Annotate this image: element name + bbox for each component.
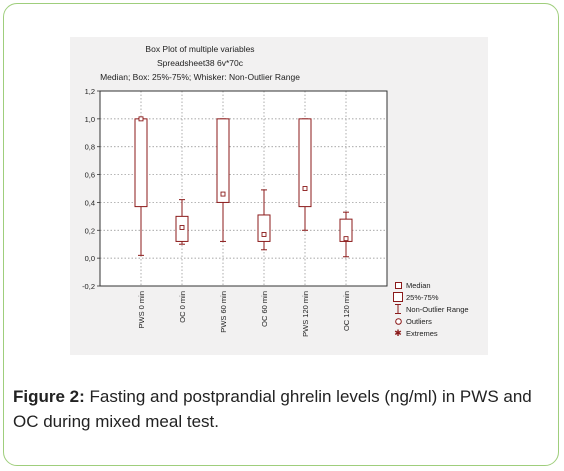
y-tick-label: 0,8: [85, 143, 95, 152]
y-tick-label: 0,2: [85, 226, 95, 235]
chart-legend: Median 25%-75% Non-Outlier Range Outlier…: [393, 279, 488, 339]
plot-frame: [99, 90, 388, 287]
plot-area: [100, 91, 387, 286]
box-iqr: [257, 214, 271, 242]
legend-item-whisker: Non-Outlier Range: [393, 303, 488, 315]
circle-icon: [393, 317, 403, 325]
caption-label: Figure 2:: [13, 387, 85, 406]
y-tick-label: 0,4: [85, 198, 95, 207]
figure-caption: Figure 2: Fasting and postprandial ghrel…: [13, 384, 553, 434]
caption-text: Fasting and postprandial ghrelin levels …: [13, 387, 532, 431]
x-tick-label: OC 120 min: [342, 291, 351, 331]
chart-subtitle: Spreadsheet38 6v*70c: [156, 58, 243, 68]
box-rect-icon: [393, 292, 403, 302]
y-tick-label: 0,6: [85, 171, 95, 180]
median-marker: [138, 116, 144, 122]
asterisk-icon: ✱: [394, 327, 402, 338]
x-tick-label: PWS 60 min: [219, 291, 228, 333]
whisker-icon: [393, 304, 403, 314]
legend-item-outliers: Outliers: [393, 315, 488, 327]
chart-note: Median; Box: 25%-75%; Whisker: Non-Outli…: [100, 72, 300, 82]
legend-item-median: Median: [393, 279, 488, 291]
legend-item-extremes: ✱ Extremes: [394, 327, 438, 338]
x-tick-label: OC 0 min: [178, 291, 187, 323]
median-marker: [302, 186, 308, 191]
median-marker: [343, 236, 349, 242]
box-iqr: [216, 118, 230, 203]
y-tick-label: -0,2: [82, 282, 95, 291]
median-marker: [220, 191, 226, 197]
median-marker: [179, 225, 185, 230]
box-iqr: [134, 118, 148, 208]
box-iqr: [298, 118, 312, 208]
x-tick-label: PWS 120 min: [301, 291, 310, 337]
y-tick-label: 1,0: [85, 115, 95, 124]
y-tick-label: 0,0: [85, 254, 95, 263]
x-tick-label: PWS 0 min: [137, 291, 146, 329]
chart-title: Box Plot of multiple variables: [145, 44, 255, 54]
x-tick-label: OC 60 min: [260, 291, 269, 327]
median-marker: [261, 232, 267, 237]
box-iqr: [339, 218, 353, 242]
y-tick-label: 1,2: [85, 87, 95, 96]
median-square-icon: [393, 281, 403, 289]
legend-item-box: 25%-75%: [393, 291, 488, 303]
